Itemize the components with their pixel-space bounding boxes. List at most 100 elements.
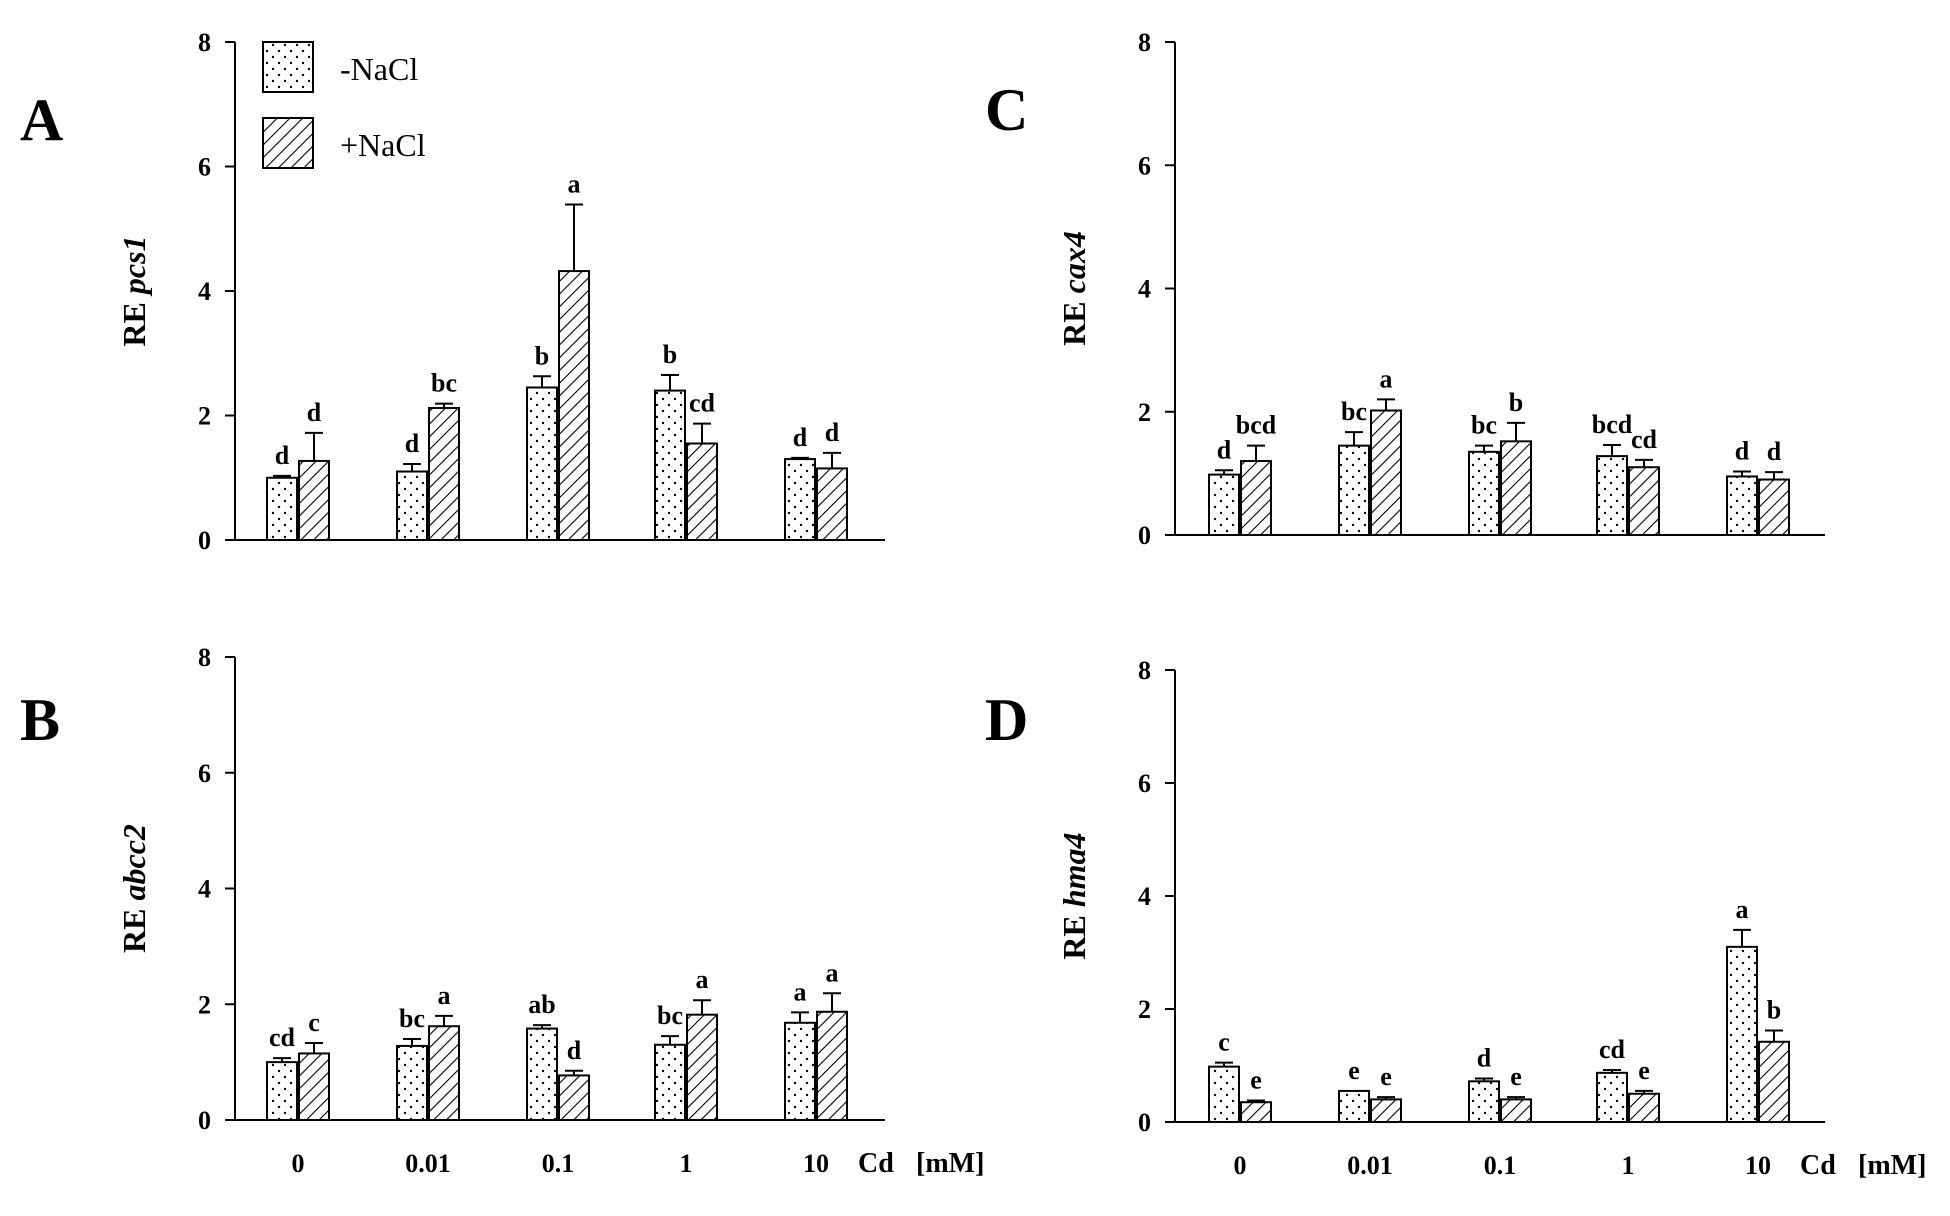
x-tick-label-d-0: 0 [1234, 1151, 1247, 1180]
sig-letter-b-s1-c0: c [308, 1008, 320, 1037]
x-tick-label-b-1: 0.01 [405, 1149, 451, 1178]
bar-a-s0-c0 [266, 476, 298, 541]
y-axis-label-c: RE cax4 [1056, 231, 1092, 346]
sig-letter-d-s0-c0: c [1218, 1028, 1230, 1057]
y-axis-label-prefix-b: RE [116, 900, 152, 952]
sig-letter-c-s1-c4: d [1767, 437, 1782, 466]
sig-letter-d-s0-c1: e [1348, 1056, 1360, 1085]
legend-swatch-no-nacl [262, 41, 314, 93]
bar-c-s0-c4 [1726, 475, 1758, 536]
sig-letter-b-s0-c3: bc [657, 1001, 683, 1030]
sig-letter-c-s1-c2: b [1509, 388, 1523, 417]
y-tick-label-b-0: 0 [198, 1106, 211, 1135]
y-axis-label-gene-b: abcc2 [116, 824, 152, 900]
y-tick-label-d-2: 4 [1138, 882, 1151, 911]
sig-letter-a-s0-c0: d [275, 441, 290, 470]
bar-b-s0-c4 [784, 1021, 816, 1122]
bar-a-s1-c3 [686, 442, 718, 542]
sig-letter-d-s1-c2: e [1510, 1062, 1522, 1091]
sig-letter-b-s1-c4: a [826, 958, 839, 987]
bar-d-s1-c2 [1500, 1098, 1532, 1124]
x-tick-label-b-0: 0 [292, 1149, 305, 1178]
sig-letter-d-s1-c1: e [1380, 1062, 1392, 1091]
x-tick-label-b-2: 0.1 [542, 1149, 575, 1178]
sig-letter-c-s0-c3: bcd [1592, 410, 1633, 439]
bar-c-s0-c2 [1468, 450, 1500, 536]
sig-letter-c-s0-c4: d [1735, 437, 1750, 466]
y-tick-label-a-3: 6 [198, 153, 211, 182]
sig-letter-b-s1-c1: a [438, 981, 451, 1010]
sig-letter-d-s0-c4: a [1736, 895, 1749, 924]
y-axis-label-gene-c: cax4 [1056, 231, 1092, 293]
x-tick-label-b-3: 1 [680, 1149, 693, 1178]
y-axis-label-prefix-c: RE [1056, 293, 1092, 345]
x-tick-label-d-4: 10 [1745, 1151, 1771, 1180]
y-tick-label-b-2: 4 [198, 875, 211, 904]
bar-d-s1-c3 [1628, 1092, 1660, 1123]
x-axis-title-d: Cd [1800, 1150, 1836, 1181]
sig-letter-a-s0-c4: d [793, 423, 808, 452]
sig-letter-c-s0-c2: bc [1471, 411, 1497, 440]
x-axis-unit-b: [mM] [916, 1148, 984, 1179]
bar-b-s0-c2 [526, 1027, 558, 1121]
y-axis-label-b: RE abcc2 [116, 824, 152, 953]
sig-letter-d-s0-c3: cd [1599, 1035, 1626, 1064]
bar-d-s0-c2 [1468, 1080, 1500, 1123]
sig-letter-a-s1-c2: a [568, 169, 581, 198]
bar-c-s1-c4 [1758, 478, 1790, 537]
y-tick-label-d-3: 6 [1138, 769, 1151, 798]
sig-letter-a-s1-c1: bc [431, 369, 457, 398]
bar-d-s0-c3 [1596, 1071, 1628, 1123]
bar-a-s1-c0 [298, 459, 330, 542]
sig-letter-a-s0-c3: b [663, 340, 677, 369]
sig-letter-a-s1-c0: d [307, 398, 322, 427]
y-tick-label-c-3: 6 [1138, 151, 1151, 180]
y-tick-label-d-4: 8 [1138, 656, 1151, 685]
legend-label-nacl: +NaCl [340, 127, 426, 163]
sig-letter-a-s1-c3: cd [689, 389, 716, 418]
sig-letter-b-s0-c0: cd [269, 1023, 296, 1052]
bar-b-s1-c1 [428, 1025, 460, 1122]
bar-b-s0-c0 [266, 1061, 298, 1121]
sig-letter-c-s0-c0: d [1217, 435, 1232, 464]
sig-letter-b-s0-c4: a [794, 977, 807, 1006]
bar-b-s1-c2 [558, 1074, 590, 1122]
sig-letter-c-s1-c0: bcd [1236, 411, 1277, 440]
y-tick-label-a-2: 4 [198, 277, 211, 306]
sig-letter-a-s1-c4: d [825, 418, 840, 447]
y-tick-label-b-4: 8 [198, 643, 211, 672]
sig-letter-a-s0-c1: d [405, 429, 420, 458]
bar-b-s0-c3 [654, 1043, 686, 1121]
bar-d-s1-c0 [1240, 1101, 1272, 1123]
bar-b-s1-c4 [816, 1010, 848, 1121]
y-tick-label-d-1: 2 [1138, 995, 1151, 1024]
x-tick-label-d-1: 0.01 [1347, 1151, 1393, 1180]
sig-letter-c-s1-c1: a [1380, 364, 1393, 393]
sig-letter-c-s0-c1: bc [1341, 397, 1367, 426]
sig-letter-c-s1-c3: cd [1631, 425, 1658, 454]
y-tick-label-b-1: 2 [198, 990, 211, 1019]
sig-letter-d-s1-c0: e [1250, 1066, 1262, 1095]
legend-swatch-nacl [262, 117, 314, 169]
bar-d-s1-c4 [1758, 1040, 1790, 1124]
y-axis-label-prefix-d: RE [1056, 907, 1092, 959]
bar-a-s0-c3 [654, 389, 686, 541]
bar-b-s1-c0 [298, 1052, 330, 1121]
y-tick-label-a-1: 2 [198, 402, 211, 431]
bar-c-s1-c2 [1500, 440, 1532, 536]
sig-letter-b-s0-c1: bc [399, 1004, 425, 1033]
x-axis-unit-d: [mM] [1858, 1150, 1926, 1181]
sig-letter-b-s0-c2: ab [528, 990, 555, 1019]
bar-c-s1-c0 [1240, 460, 1272, 536]
sig-letter-b-s1-c2: d [567, 1036, 582, 1065]
bar-a-s0-c4 [784, 458, 816, 542]
y-tick-label-c-1: 2 [1138, 398, 1151, 427]
panel-letter-c: C [985, 77, 1028, 143]
sig-letter-a-s0-c2: b [535, 341, 549, 370]
bar-a-s0-c2 [526, 386, 558, 541]
bar-c-s1-c3 [1628, 466, 1660, 536]
